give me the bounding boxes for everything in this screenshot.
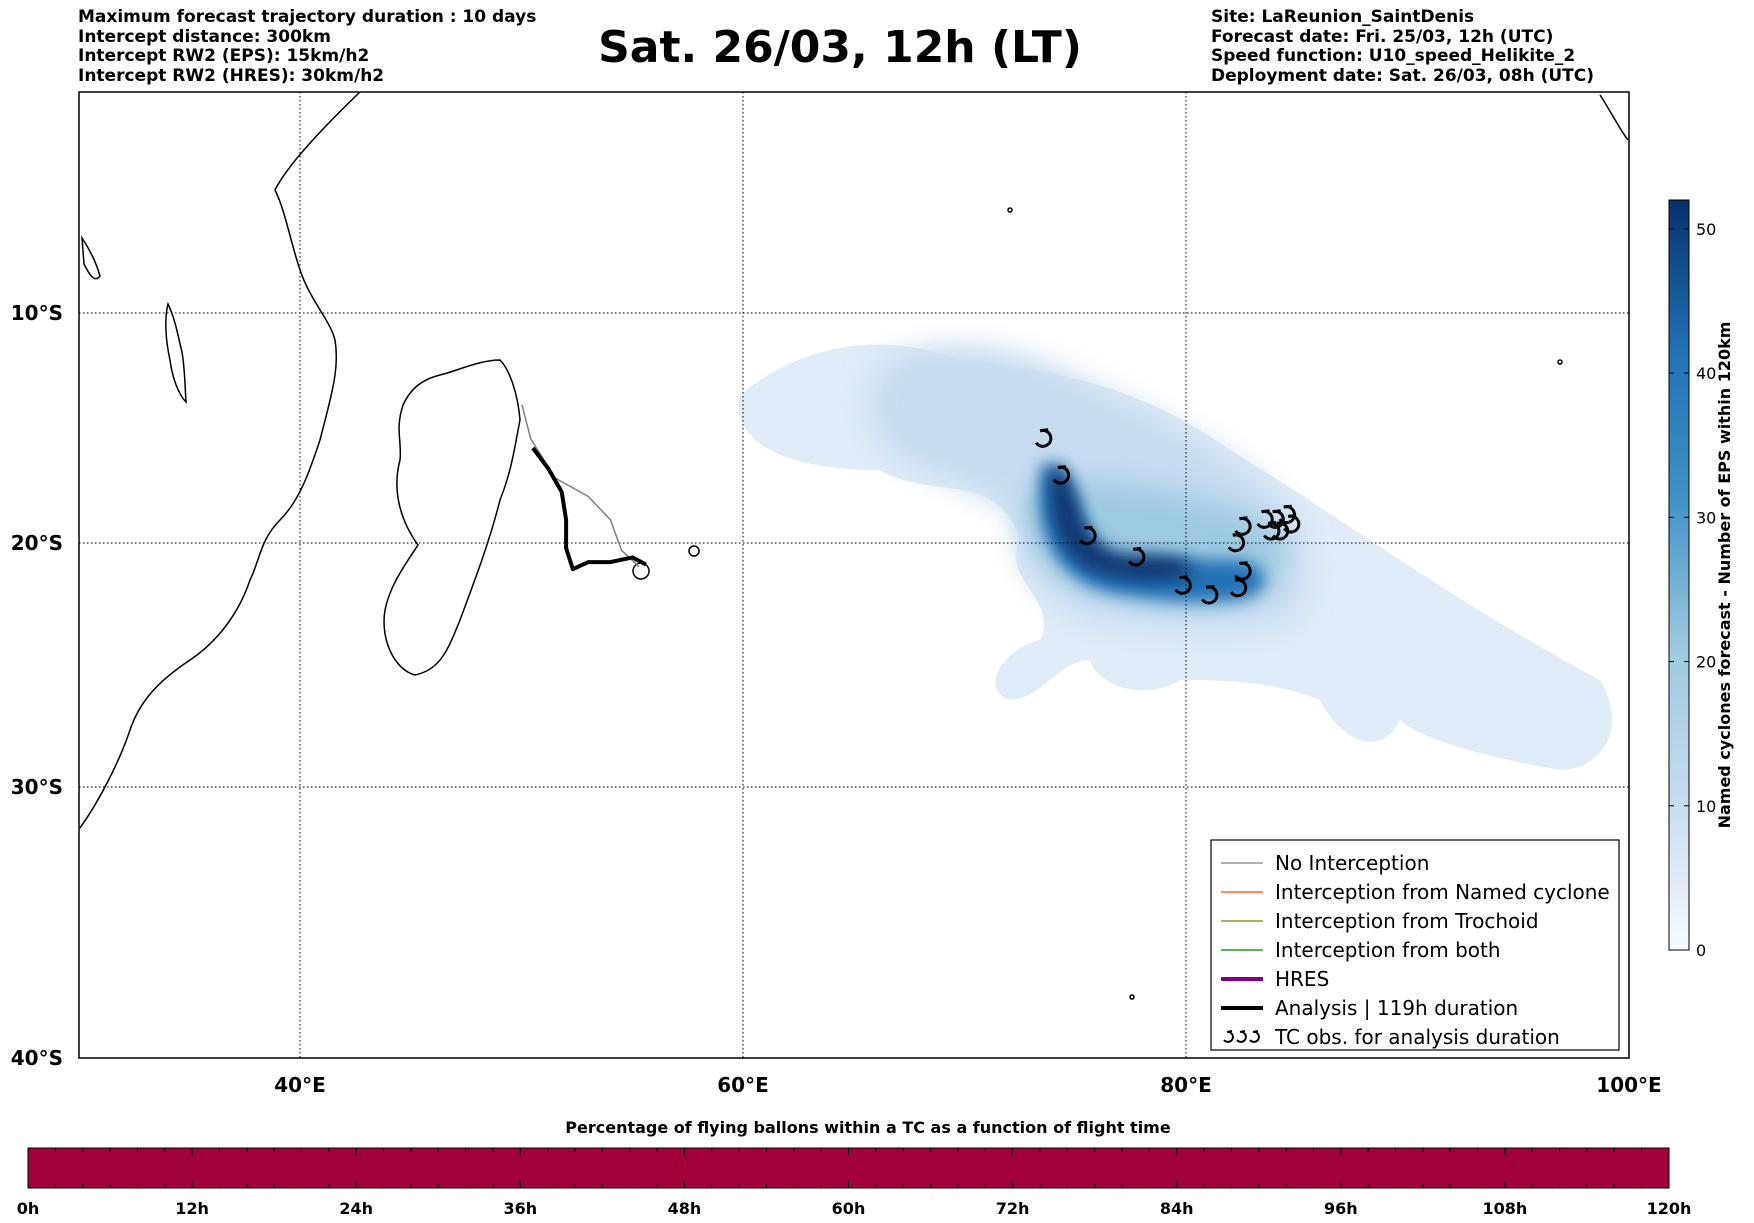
bottom-colorbar-tick-label: 24h	[339, 1199, 373, 1218]
bottom-colorbar-tick-label: 84h	[1160, 1199, 1194, 1218]
tc-symbol-icon	[1174, 575, 1192, 595]
bottom-colorbar-title: Percentage of flying ballons within a TC…	[565, 1118, 1171, 1137]
bottom-colorbar-tick-label: 48h	[668, 1199, 702, 1218]
mediterranean-coastline	[81, 235, 101, 280]
lon-ticks: 40°E 60°E 80°E 100°E	[274, 1073, 1661, 1097]
tc-symbol-icon	[1271, 521, 1290, 541]
tc-symbol-icon	[1236, 1030, 1247, 1043]
map-title: Sat. 26/03, 12h (LT)	[598, 22, 1082, 73]
legend-label: Interception from Trochoid	[1275, 909, 1539, 933]
coastlines	[79, 92, 1629, 1000]
legend-label: HRES	[1275, 967, 1329, 991]
bottom-colorbar-tick-label: 72h	[996, 1199, 1030, 1218]
lat-tick-label: 40°S	[11, 1046, 63, 1070]
eps-density-field	[739, 344, 1613, 770]
tc-symbol-icon	[1234, 516, 1252, 536]
tc-symbol-icon	[1263, 521, 1281, 541]
header-left-line: Intercept RW2 (EPS): 15km/h2	[78, 46, 370, 66]
tc-symbol-icon	[1234, 561, 1252, 581]
tc-symbol-icon	[1201, 584, 1219, 605]
tc-symbol-icon	[1052, 465, 1071, 485]
mauritius-coastline	[688, 545, 700, 557]
lon-tick-label: 100°E	[1596, 1073, 1661, 1097]
legend-label: Interception from Named cyclone	[1275, 880, 1610, 904]
colorbar-tick-label: 10	[1696, 797, 1716, 816]
tc-symbol-icon	[1282, 514, 1301, 534]
header-left-line: Maximum forecast trajectory duration : 1…	[78, 7, 537, 27]
lat-ticks: 10°S 20°S 30°S 40°S	[11, 301, 63, 1070]
map-area[interactable]	[78, 91, 1630, 1059]
legend-label: Analysis | 119h duration	[1275, 996, 1518, 1020]
colorbar-tick-label: 30	[1696, 508, 1716, 527]
legend-box	[1210, 839, 1620, 1051]
colorbar-tick-label: 40	[1696, 364, 1716, 383]
legend-label: Interception from both	[1275, 938, 1501, 962]
header-left-line: Intercept RW2 (HRES): 30km/h2	[78, 65, 385, 86]
bottom-colorbar-tick-label: 0h	[17, 1199, 40, 1218]
bottom-colorbar-tick-label: 36h	[503, 1199, 537, 1218]
tc-observations	[1034, 428, 1301, 605]
header-right-line: Site: LaReunion_SaintDenis	[1211, 7, 1475, 27]
bottom-colorbar-tick-label: 96h	[1324, 1199, 1358, 1218]
lat-tick-label: 20°S	[11, 531, 63, 555]
colorbar-gradient	[1668, 199, 1690, 951]
header-right: Site: LaReunion_SaintDenis Forecast date…	[1211, 7, 1595, 86]
lat-tick-label: 30°S	[11, 775, 63, 799]
island-coastline	[1129, 994, 1135, 1000]
colorbar-tick-label: 0	[1696, 941, 1706, 960]
tc-symbol-icon	[1223, 1030, 1234, 1043]
red-sea-coastline	[165, 301, 187, 404]
bottom-colorbar-tick-label: 60h	[832, 1199, 866, 1218]
colorbar-tick-label: 20	[1696, 653, 1716, 672]
asia-coastline	[1599, 94, 1629, 141]
island-coastline	[1557, 359, 1563, 365]
lon-tick-label: 60°E	[717, 1073, 769, 1097]
gridlines	[79, 92, 1629, 1058]
legend-label: No Interception	[1275, 851, 1429, 875]
tc-symbol-icon	[1127, 546, 1146, 567]
density-level-peak	[1050, 468, 1192, 582]
madagascar-coastline	[383, 359, 521, 676]
legend-label: TC obs. for analysis duration	[1274, 1025, 1560, 1049]
island-coastline	[1007, 207, 1013, 213]
lon-tick-label: 40°E	[274, 1073, 326, 1097]
header-left: Maximum forecast trajectory duration : 1…	[78, 7, 537, 86]
no-interception-track	[521, 404, 640, 568]
tc-symbol-icon	[1079, 525, 1097, 546]
header-right-line: Forecast date: Fri. 25/03, 12h (UTC)	[1211, 26, 1554, 47]
bottom-colorbar-tick-label: 12h	[175, 1199, 209, 1218]
header-right-line: Speed function: U10_speed_Helikite_2	[1211, 46, 1576, 66]
trajectory-tracks	[521, 404, 647, 572]
legend: No Interception Interception from Named c…	[1210, 839, 1620, 1051]
analysis-track	[531, 446, 647, 572]
tc-symbol-icon	[1249, 1030, 1260, 1043]
bottom-colorbar-tick-label: 120h	[1647, 1199, 1692, 1218]
header-right-line: Deployment date: Sat. 26/03, 08h (UTC)	[1211, 65, 1595, 86]
colorbar-tick-label: 50	[1696, 220, 1716, 239]
bottom-colorbar-tick-label: 108h	[1483, 1199, 1528, 1218]
lat-tick-label: 10°S	[11, 301, 63, 325]
header-left-line: Intercept distance: 300km	[78, 26, 331, 47]
colorbar-bottom: Percentage of flying ballons within a TC…	[17, 1118, 1692, 1218]
africa-coastline	[79, 92, 361, 829]
colorbar-label: Named cyclones forecast - Number of EPS …	[1715, 322, 1734, 829]
colorbar-right: 0 10 20 30 40 50 Named cyclones forecast - Nu…	[1668, 199, 1734, 960]
lon-tick-label: 80°E	[1160, 1073, 1212, 1097]
tc-symbol-icon	[1034, 428, 1053, 448]
